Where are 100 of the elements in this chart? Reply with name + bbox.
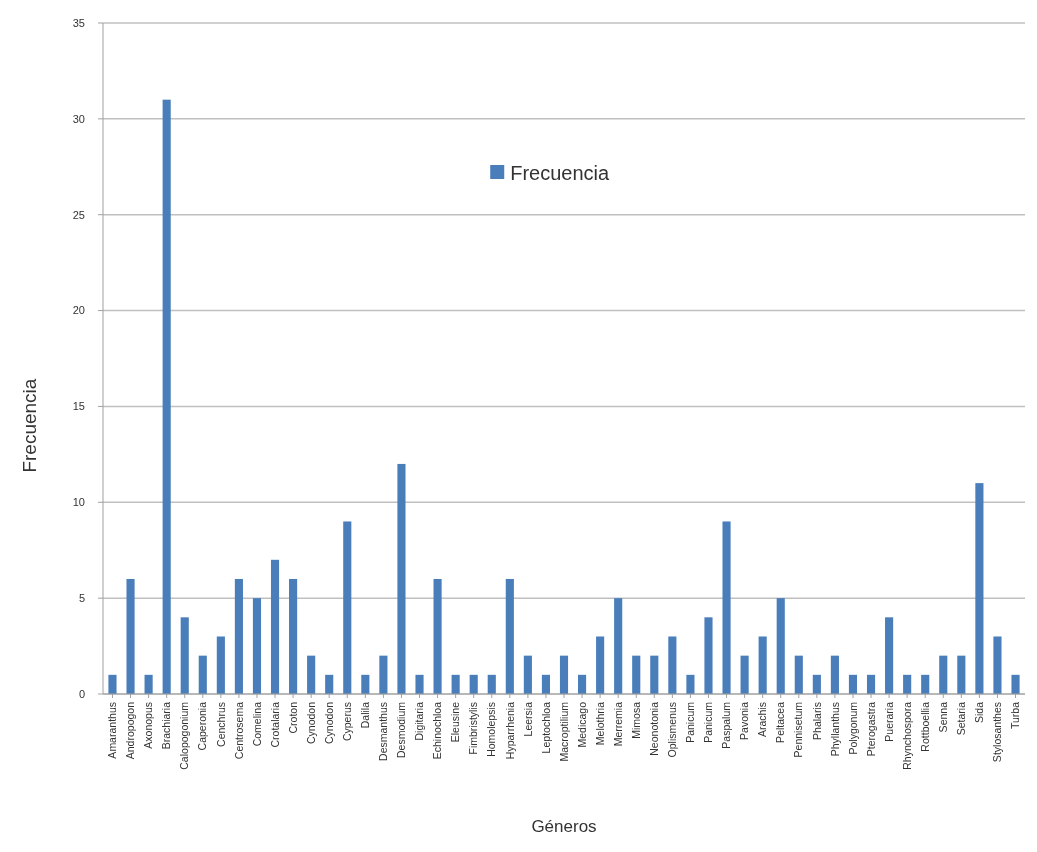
x-tick-label: Arachis	[756, 702, 769, 738]
bar	[776, 598, 785, 694]
x-tick-label: Leptochloa	[539, 701, 552, 754]
x-tick-label: Phalaris	[810, 702, 823, 740]
x-tick-label: Andropogon	[124, 701, 137, 760]
x-tick-label: Cenchrus	[214, 702, 227, 747]
bar	[578, 674, 587, 694]
bar	[921, 674, 930, 694]
x-tick-label: Turba	[1009, 701, 1022, 730]
bar	[307, 655, 316, 694]
y-tick-label: 20	[72, 304, 85, 317]
x-tick-label: Digitaria	[413, 701, 426, 741]
bar	[469, 674, 478, 694]
bar	[758, 636, 767, 694]
x-tick-label: Hyparrhenia	[503, 701, 516, 760]
bar	[668, 636, 677, 694]
bar	[523, 655, 532, 694]
bar	[270, 559, 280, 694]
x-tick-label: Desmodium	[395, 701, 408, 759]
bar	[830, 655, 839, 694]
bar	[614, 598, 623, 694]
x-tick-label: Setaria	[955, 701, 968, 736]
x-tick-label: Panicum	[702, 701, 715, 743]
bar	[144, 674, 153, 694]
bar	[650, 655, 659, 694]
x-tick-label: Calopogonium	[178, 701, 191, 770]
bar	[162, 99, 171, 694]
bar	[740, 655, 749, 694]
bar	[903, 674, 912, 694]
x-tick-label: Leersia	[521, 701, 534, 737]
x-tick-label: Cynodon	[322, 701, 335, 745]
x-tick-label: Paspalum	[720, 701, 733, 749]
y-tick-label: 15	[72, 400, 85, 413]
bar	[812, 674, 821, 694]
bar	[451, 674, 460, 694]
bar	[397, 463, 406, 694]
x-tick-label: Mimosa	[629, 701, 642, 739]
bar	[505, 578, 514, 694]
y-tick-label: 5	[78, 591, 85, 604]
bar	[180, 617, 189, 694]
x-tick-label: Homolepsis	[485, 702, 498, 757]
bar	[848, 674, 858, 694]
x-tick-label: Neonotonia	[647, 701, 660, 756]
bar	[216, 636, 225, 694]
bar	[722, 521, 731, 694]
x-tick-label: Brachiaria	[160, 701, 173, 750]
bar	[325, 674, 334, 694]
bar	[289, 578, 298, 694]
x-tick-label: Axonopus	[142, 702, 155, 749]
x-tick-label: Crotalaria	[268, 701, 281, 748]
bar	[559, 655, 569, 694]
x-tick-label: Sida	[973, 701, 986, 724]
x-tick-label: Peltacea	[774, 701, 787, 743]
x-tick-label: Pueraria	[882, 701, 895, 742]
x-tick-label: Desmanthus	[377, 702, 390, 761]
bar	[632, 655, 641, 694]
bar	[866, 674, 876, 694]
bar	[1011, 674, 1020, 694]
y-tick-label: 10	[72, 496, 85, 509]
bar	[541, 674, 550, 694]
x-tick-label: Panicum	[684, 701, 697, 743]
bar	[794, 655, 803, 694]
bar	[487, 674, 496, 694]
bar	[939, 655, 948, 694]
y-tick-label: 30	[72, 112, 85, 125]
x-tick-label: Polygonum	[846, 701, 859, 755]
y-tick-label: 35	[72, 16, 85, 29]
bar	[198, 655, 207, 694]
bar	[252, 598, 262, 694]
bar	[686, 674, 695, 694]
bar	[704, 617, 713, 694]
x-tick-label: Caperonia	[196, 701, 209, 751]
bar	[885, 617, 894, 694]
x-tick-label: Cyperus	[340, 702, 353, 742]
x-tick-label: Phyllanthus	[828, 702, 841, 757]
y-axis-title: Frecuencia	[19, 378, 40, 473]
bar	[234, 578, 243, 694]
x-tick-label: Stylosanthes	[991, 702, 1004, 763]
bar	[126, 578, 135, 694]
x-tick-label: Medicago	[575, 701, 588, 748]
x-tick-label: Fimbristylis	[467, 702, 480, 755]
x-tick-label: Centrosema	[232, 701, 245, 760]
bar	[361, 674, 370, 694]
x-tick-label: Dalila	[359, 701, 372, 729]
legend-label: Frecuencia	[510, 162, 611, 184]
bar	[596, 636, 605, 694]
bar	[993, 636, 1002, 694]
x-tick-label: Comelina	[250, 701, 263, 747]
x-tick-label: Pterogastra	[864, 701, 877, 757]
bar	[379, 655, 388, 694]
x-tick-label: Cynodon	[304, 701, 317, 745]
bar	[975, 483, 984, 694]
x-tick-label: Rottboellia	[918, 701, 931, 752]
x-tick-label: Pennisetum	[792, 701, 805, 758]
x-tick-label: Melothria	[593, 701, 606, 746]
x-tick-label: Echinochloa	[431, 701, 444, 760]
x-tick-label: Macroptilium	[557, 701, 570, 762]
x-tick-label: Amaranthus	[106, 702, 119, 759]
bar	[108, 674, 117, 694]
y-tick-label: 0	[78, 687, 85, 700]
